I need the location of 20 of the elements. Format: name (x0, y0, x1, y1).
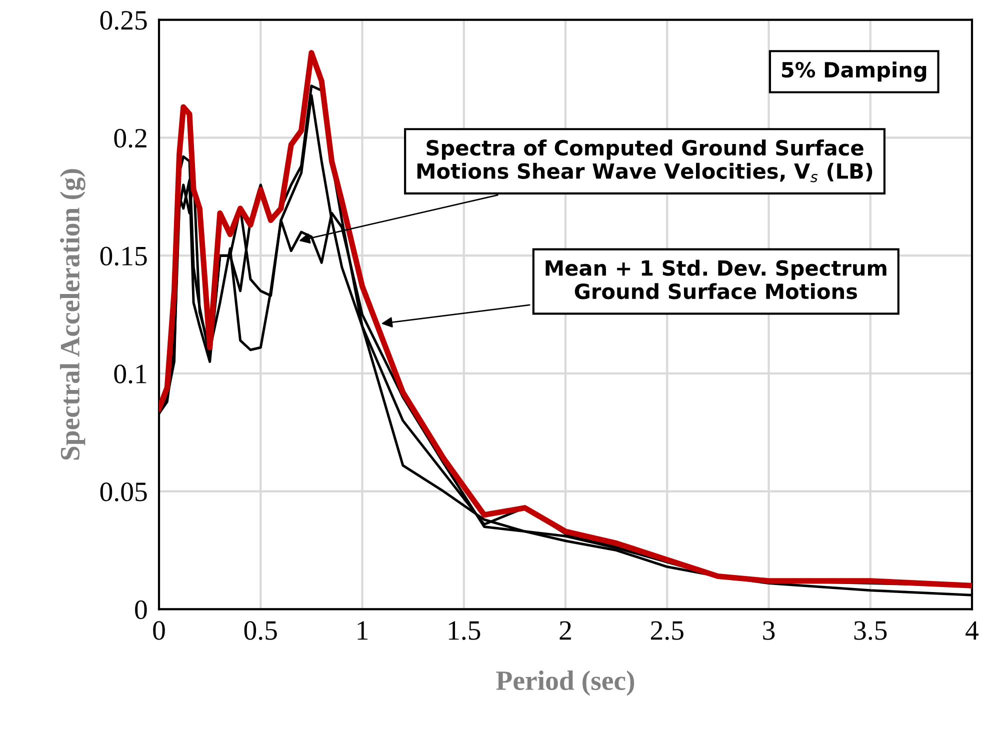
x-tick-label: 4 (966, 621, 979, 640)
y-tick-label: 0.2 (114, 128, 146, 148)
x-tick-label: 1.5 (448, 621, 480, 640)
x-axis-title: Period (sec) (496, 670, 634, 696)
x-tick-label: 0 (153, 621, 165, 640)
y-tick-label: 0 (135, 600, 147, 620)
x-tick-label: 3.5 (854, 621, 887, 640)
x-tick-label: 2 (560, 621, 571, 640)
x-tick-label: 1 (358, 621, 368, 640)
y-tick-label: 0.1 (114, 364, 146, 384)
y-tick-label: 0.15 (100, 246, 147, 266)
x-tick-label: 3 (763, 621, 775, 640)
annotation: Mean + 1 Std. Dev. Spectrum Ground Surface Motions (546, 260, 886, 300)
x-tick-label: 2.5 (650, 621, 684, 640)
annotation: Spectra of Computed Ground Surface Motions Shear Wave Velocities, V$_{s}$ (LB) (417, 140, 872, 182)
annotation: 5% Damping (782, 62, 926, 82)
y-axis-title: Spectral Acceleration (g) (60, 169, 86, 460)
x-tick-label: 0.5 (244, 621, 277, 640)
y-tick-label: 0.25 (100, 10, 147, 30)
y-tick-label: 0.05 (100, 482, 147, 502)
